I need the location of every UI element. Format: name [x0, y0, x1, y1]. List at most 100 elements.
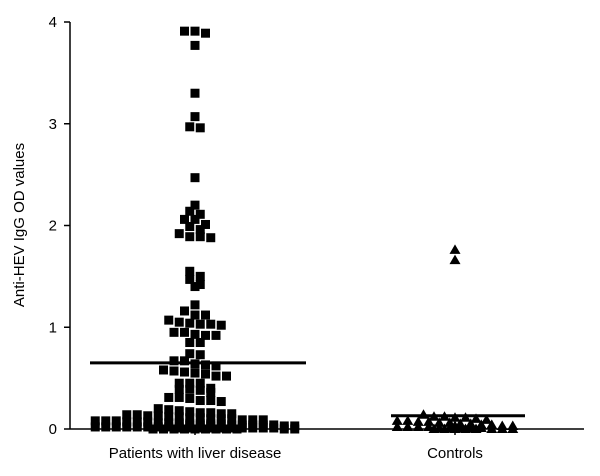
data-point [174, 229, 184, 239]
data-point [101, 422, 111, 432]
data-point [460, 423, 471, 433]
data-point [201, 360, 210, 370]
data-point [190, 329, 200, 339]
data-point [195, 280, 205, 290]
data-point [185, 122, 195, 132]
data-point [190, 282, 200, 292]
data-point [216, 397, 226, 407]
data-point [185, 349, 195, 359]
y-axis: 0 1 2 3 4 [49, 14, 71, 438]
data-point [190, 40, 200, 50]
data-point [185, 318, 195, 328]
data-point [195, 319, 205, 329]
data-point [90, 422, 100, 432]
data-point [195, 123, 205, 133]
y-tick-label: 3 [49, 116, 57, 133]
data-point [164, 405, 174, 415]
data-point [237, 423, 247, 433]
data-point [190, 424, 200, 434]
data-point [159, 365, 168, 375]
data-point [206, 408, 216, 418]
data-point [153, 404, 163, 414]
data-point [164, 315, 174, 325]
x-tick-label: Controls [427, 445, 483, 462]
data-point [185, 274, 195, 284]
data-point [174, 384, 184, 394]
data-point [195, 232, 205, 242]
data-point [195, 338, 205, 348]
data-point [449, 423, 461, 433]
data-point [195, 271, 205, 281]
data-point [180, 306, 189, 316]
data-point [486, 423, 498, 433]
data-point [90, 416, 100, 426]
data-point [190, 173, 200, 183]
data-point [190, 300, 200, 310]
data-point [470, 413, 482, 423]
data-point [412, 421, 424, 431]
data-point [190, 368, 200, 378]
data-point [216, 409, 226, 419]
data-point [290, 424, 300, 434]
y-tick-label: 4 [49, 14, 57, 31]
data-point [111, 416, 121, 426]
data-point [444, 417, 456, 427]
data-point [258, 423, 268, 433]
data-point [159, 424, 168, 434]
data-point [402, 421, 414, 431]
data-point [201, 424, 210, 434]
data-point [148, 424, 158, 434]
data-point [190, 214, 200, 224]
data-point [122, 422, 132, 432]
data-point [449, 254, 461, 265]
data-point [211, 371, 221, 381]
data-point [143, 417, 153, 427]
data-point [174, 412, 184, 422]
data-point [222, 424, 231, 434]
mean-lines [90, 361, 525, 418]
data-point [206, 423, 216, 433]
data-point [423, 416, 435, 426]
data-point [216, 414, 226, 424]
data-point [111, 422, 121, 432]
data-point [412, 416, 424, 426]
data-point [222, 371, 231, 381]
data-points [90, 26, 519, 434]
data-point [185, 413, 195, 423]
data-point [201, 330, 210, 340]
data-point [195, 209, 205, 219]
data-point [449, 244, 461, 254]
data-point [496, 423, 508, 433]
data-point [101, 416, 111, 426]
data-point [174, 423, 184, 433]
data-point [180, 424, 189, 434]
data-point [132, 422, 142, 432]
data-point [391, 421, 403, 431]
data-point [206, 414, 216, 424]
data-point [269, 423, 279, 433]
data-point [122, 417, 132, 427]
data-point [248, 423, 258, 433]
data-point [185, 206, 195, 216]
data-point [122, 410, 132, 420]
data-point [201, 28, 210, 38]
data-point [153, 411, 163, 421]
data-point [169, 327, 179, 337]
y-axis-title: Anti-HEV IgG OD values [11, 143, 28, 307]
data-point [211, 361, 221, 371]
data-point [428, 423, 440, 433]
data-point [153, 422, 163, 432]
data-point [279, 424, 289, 434]
data-point [248, 415, 258, 425]
data-point [185, 378, 195, 388]
data-point [206, 233, 216, 243]
data-point [185, 423, 195, 433]
data-point [190, 310, 200, 320]
x-ticks: Patients with liver disease Controls [109, 429, 483, 462]
data-point [174, 392, 184, 402]
data-point [174, 317, 184, 327]
data-point [232, 424, 242, 434]
data-point [201, 310, 210, 320]
data-point [185, 232, 195, 242]
